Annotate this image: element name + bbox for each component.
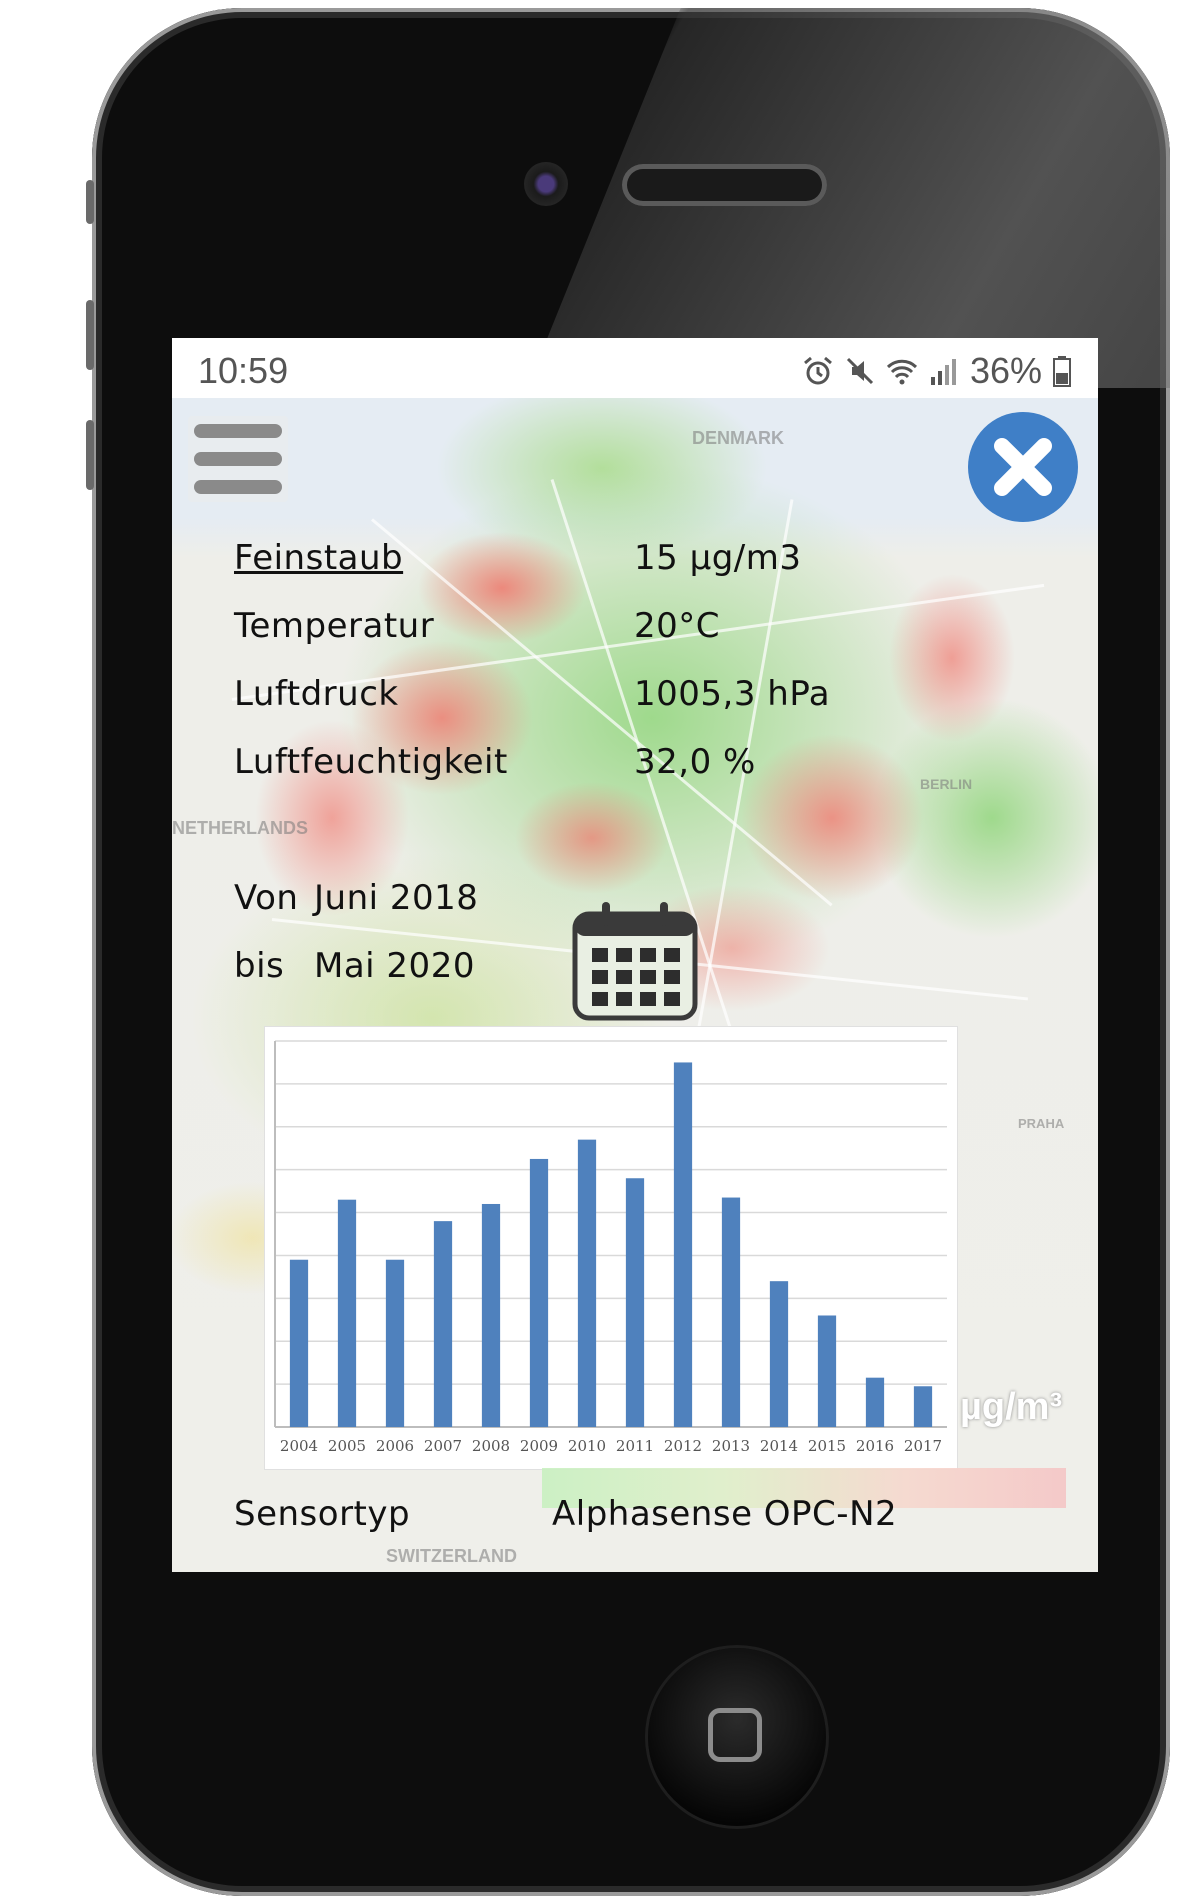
bar-2011 bbox=[625, 1178, 645, 1427]
period-to-value[interactable]: Mai 2020 bbox=[314, 946, 475, 986]
bar-2015 bbox=[817, 1315, 837, 1427]
earpiece-speaker bbox=[622, 164, 827, 206]
period-to-label: bis bbox=[234, 946, 285, 986]
calendar-icon[interactable] bbox=[572, 900, 698, 1022]
map-label: BERLIN bbox=[920, 776, 973, 792]
signal-icon bbox=[930, 359, 956, 385]
label-temperatur: Temperatur bbox=[234, 606, 435, 646]
menu-line bbox=[194, 480, 282, 494]
bar-2010 bbox=[577, 1139, 597, 1427]
x-tick-label: 2007 bbox=[424, 1437, 462, 1455]
x-tick-label: 2015 bbox=[808, 1437, 846, 1455]
value-luftdruck: 1005,3 hPa bbox=[634, 674, 831, 714]
period-from-value[interactable]: Juni 2018 bbox=[314, 878, 479, 918]
bar-2006 bbox=[385, 1259, 405, 1427]
label-luftfeuchtigkeit: Luftfeuchtigkeit bbox=[234, 742, 508, 782]
mute-switch bbox=[86, 180, 94, 224]
period-from-label: Von bbox=[234, 878, 299, 918]
color-scale-bar bbox=[542, 1468, 1066, 1508]
x-tick-label: 2004 bbox=[280, 1437, 318, 1455]
x-tick-label: 2017 bbox=[904, 1437, 942, 1455]
legend-unit: µg/m³ bbox=[960, 1386, 1063, 1428]
alarm-icon bbox=[803, 356, 832, 385]
close-icon bbox=[994, 438, 1052, 496]
chart-panel: 2004 2005 2006 2007 2008 2009 2010 2011 2012 2013… bbox=[264, 1026, 958, 1470]
x-tick-label: 2008 bbox=[472, 1437, 510, 1455]
volume-up-button bbox=[86, 300, 94, 370]
bar-chart: 2004 2005 2006 2007 2008 2009 2010 2011 2012 2013… bbox=[274, 1040, 947, 1455]
mute-icon bbox=[846, 357, 873, 385]
bar-2017 bbox=[913, 1386, 933, 1427]
x-tick-label: 2006 bbox=[376, 1437, 414, 1455]
map-label: NETHERLANDS bbox=[172, 818, 309, 838]
status-bar: 10:59 36% bbox=[172, 338, 1098, 398]
value-feinstaub: 15 µg/m3 bbox=[634, 538, 802, 578]
label-feinstaub[interactable]: Feinstaub bbox=[234, 538, 404, 578]
x-tick-label: 2010 bbox=[568, 1437, 606, 1455]
x-tick-label: 2014 bbox=[760, 1437, 798, 1455]
map-label: DENMARK bbox=[692, 428, 784, 448]
value-sensortyp: Alphasense OPC-N2 bbox=[552, 1494, 898, 1534]
menu-line bbox=[194, 452, 282, 466]
bar-2007 bbox=[433, 1221, 453, 1427]
menu-button[interactable] bbox=[188, 416, 288, 502]
x-tick-label: 2005 bbox=[328, 1437, 366, 1455]
app-screen: DENMARK BERLIN PRAHA SWITZERLAND NETHERL… bbox=[172, 338, 1098, 1572]
x-tick-label: 2009 bbox=[520, 1437, 558, 1455]
value-luftfeuchtigkeit: 32,0 % bbox=[634, 742, 756, 782]
bar-2005 bbox=[337, 1199, 357, 1427]
label-luftdruck: Luftdruck bbox=[234, 674, 399, 714]
status-time: 10:59 bbox=[198, 350, 289, 391]
front-camera bbox=[524, 162, 568, 206]
label-sensortyp: Sensortyp bbox=[234, 1494, 411, 1534]
close-button[interactable] bbox=[968, 412, 1078, 522]
value-temperatur: 20°C bbox=[634, 606, 721, 646]
bar-2016 bbox=[865, 1377, 885, 1427]
wifi-icon bbox=[886, 359, 917, 385]
phone-glare bbox=[527, 8, 1170, 388]
map-label: PRAHA bbox=[1018, 1116, 1065, 1131]
battery-icon bbox=[1053, 356, 1071, 387]
home-square-icon bbox=[708, 1708, 762, 1762]
x-tick-label: 2012 bbox=[664, 1437, 702, 1455]
home-button[interactable] bbox=[648, 1648, 826, 1826]
x-tick-label: 2016 bbox=[856, 1437, 894, 1455]
x-tick-label: 2011 bbox=[616, 1437, 654, 1455]
bar-2009 bbox=[529, 1158, 549, 1427]
bar-2008 bbox=[481, 1203, 501, 1427]
menu-line bbox=[194, 424, 282, 438]
bar-2013 bbox=[721, 1197, 741, 1427]
volume-down-button bbox=[86, 420, 94, 490]
overlay-panel: Feinstaub 15 µg/m3 Temperatur 20°C Luftd… bbox=[172, 398, 1098, 1572]
x-tick-label: 2013 bbox=[712, 1437, 750, 1455]
battery-percent: 36% bbox=[969, 350, 1042, 391]
map-label: SWITZERLAND bbox=[386, 1546, 517, 1566]
bar-2012 bbox=[673, 1062, 693, 1427]
bar-2004 bbox=[289, 1259, 309, 1427]
bar-2014 bbox=[769, 1281, 789, 1427]
